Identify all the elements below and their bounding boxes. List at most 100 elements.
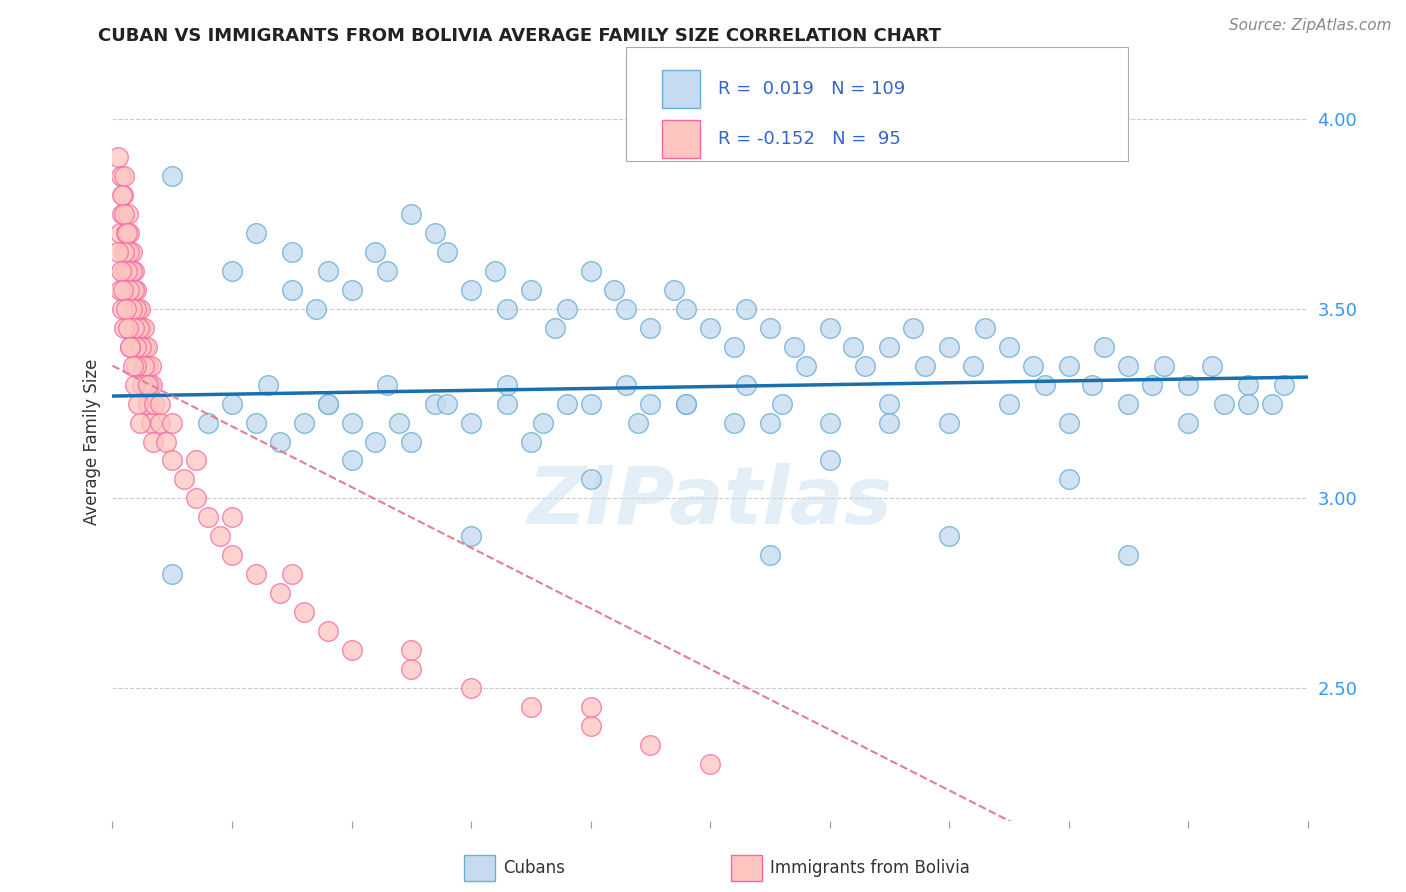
- Point: [855, 359, 877, 373]
- Point: [131, 377, 153, 392]
- Point: [616, 377, 638, 392]
- Point: [938, 529, 960, 543]
- Point: [1094, 340, 1116, 354]
- Point: [111, 207, 134, 221]
- Point: [111, 301, 134, 316]
- Point: [124, 301, 146, 316]
- Point: [132, 359, 155, 373]
- Point: [114, 264, 135, 278]
- Point: [1118, 548, 1140, 562]
- Point: [998, 396, 1021, 410]
- Point: [117, 207, 139, 221]
- Point: [197, 510, 219, 524]
- Point: [269, 434, 291, 449]
- Point: [401, 207, 423, 221]
- Point: [128, 320, 150, 334]
- Point: [118, 283, 141, 297]
- Point: [135, 377, 157, 392]
- Point: [1272, 377, 1295, 392]
- Point: [173, 472, 195, 486]
- Point: [139, 416, 162, 430]
- Point: [186, 453, 208, 467]
- Point: [1057, 416, 1080, 430]
- Point: [543, 320, 565, 334]
- Point: [121, 359, 143, 373]
- Point: [340, 453, 363, 467]
- Point: [699, 320, 721, 334]
- Text: Cubans: Cubans: [503, 859, 565, 877]
- Point: [460, 529, 482, 543]
- Text: ZIPatlas: ZIPatlas: [527, 463, 893, 541]
- Point: [149, 416, 172, 430]
- Point: [879, 416, 901, 430]
- Point: [377, 377, 399, 392]
- Point: [114, 226, 136, 240]
- Point: [879, 340, 901, 354]
- Point: [627, 416, 650, 430]
- Point: [162, 416, 183, 430]
- Point: [118, 226, 141, 240]
- Point: [115, 264, 138, 278]
- Point: [292, 416, 315, 430]
- Point: [460, 283, 482, 297]
- Point: [305, 301, 328, 316]
- Point: [675, 301, 697, 316]
- Point: [401, 434, 423, 449]
- Point: [125, 340, 148, 354]
- Point: [496, 301, 519, 316]
- Point: [640, 396, 662, 410]
- Point: [436, 244, 458, 259]
- Point: [108, 283, 131, 297]
- Point: [818, 320, 841, 334]
- Point: [531, 416, 554, 430]
- Point: [114, 244, 135, 259]
- Point: [316, 264, 339, 278]
- Point: [108, 226, 131, 240]
- Point: [699, 756, 721, 771]
- Point: [143, 396, 166, 410]
- Point: [111, 188, 134, 202]
- Point: [460, 681, 482, 695]
- Point: [842, 340, 865, 354]
- Point: [121, 283, 143, 297]
- Point: [197, 416, 219, 430]
- Point: [107, 244, 129, 259]
- Point: [1057, 359, 1080, 373]
- Point: [142, 434, 165, 449]
- Point: [118, 244, 141, 259]
- FancyBboxPatch shape: [662, 70, 700, 108]
- Text: CUBAN VS IMMIGRANTS FROM BOLIVIA AVERAGE FAMILY SIZE CORRELATION CHART: CUBAN VS IMMIGRANTS FROM BOLIVIA AVERAGE…: [98, 27, 942, 45]
- Point: [1118, 396, 1140, 410]
- Point: [121, 264, 143, 278]
- Point: [125, 301, 148, 316]
- Point: [723, 340, 745, 354]
- Point: [112, 283, 135, 297]
- Point: [1237, 377, 1260, 392]
- Point: [782, 340, 804, 354]
- Point: [117, 320, 139, 334]
- Point: [138, 359, 160, 373]
- Point: [131, 340, 153, 354]
- Point: [640, 320, 662, 334]
- Point: [221, 264, 243, 278]
- Point: [120, 340, 142, 354]
- Y-axis label: Average Family Size: Average Family Size: [83, 359, 101, 524]
- Point: [141, 377, 163, 392]
- Point: [1237, 396, 1260, 410]
- Point: [1177, 416, 1199, 430]
- Point: [125, 283, 148, 297]
- Point: [281, 244, 304, 259]
- Point: [484, 264, 506, 278]
- Point: [1057, 472, 1080, 486]
- Point: [759, 548, 782, 562]
- Point: [316, 624, 339, 638]
- Point: [640, 738, 662, 752]
- FancyBboxPatch shape: [662, 120, 700, 158]
- FancyBboxPatch shape: [627, 47, 1129, 161]
- Point: [110, 264, 132, 278]
- Point: [245, 226, 267, 240]
- Point: [149, 396, 172, 410]
- Point: [316, 396, 339, 410]
- Point: [1177, 377, 1199, 392]
- Point: [162, 169, 183, 184]
